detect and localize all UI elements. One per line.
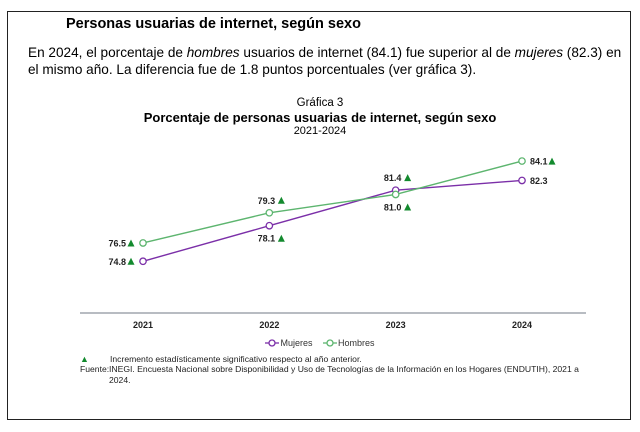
source-text-b: ), 2021 a 2024. [109, 364, 579, 385]
data-label-hombres: 76.5 [108, 238, 126, 248]
data-label-hombres: 81.0 [384, 202, 402, 212]
x-tick-label: 2024 [512, 320, 532, 330]
para-text-3: (82.3) en el mismo año. La diferencia fu… [28, 45, 622, 77]
data-point-hombres [139, 239, 147, 247]
content-frame [7, 11, 631, 420]
legend-marker-mujeres-icon [265, 339, 280, 347]
para-emphasis-mujeres: mujeres [514, 45, 564, 60]
data-label-mujeres: 81.4 [384, 173, 402, 183]
source-abbr: ENDUTIH [506, 364, 545, 374]
significance-marker-icon [277, 234, 285, 242]
para-text-1: En 2024, el porcentaje de [28, 45, 187, 60]
legend-item-mujeres: Mujeres [265, 338, 312, 348]
data-label-mujeres: 82.3 [530, 176, 548, 186]
chart-subtitle: 2021-2024 [293, 125, 347, 137]
chart-legend: Mujeres Hombres [0, 338, 640, 349]
data-point-hombres [265, 208, 274, 217]
data-label-mujeres: 78.1 [258, 234, 276, 244]
data-label-hombres: 79.3 [258, 196, 276, 206]
source-text: INEGI. Encuesta Nacional sobre Disponibi… [80, 364, 600, 386]
data-point-mujeres [518, 176, 526, 185]
para-text-2: usuarios de internet (84.1) fue superior… [239, 45, 515, 60]
legend-label-hombres: Hombres [338, 338, 375, 348]
data-label-hombres: 84.1 [530, 157, 548, 167]
chart-caption: Gráfica 3 [296, 97, 344, 109]
x-tick-label: 2022 [259, 320, 279, 330]
source-org: INEGI [109, 364, 133, 374]
x-tick-label: 2021 [133, 320, 153, 330]
significance-triangle-icon: ▲ [80, 354, 89, 364]
significance-marker-icon [404, 203, 412, 211]
data-point-mujeres [139, 257, 147, 266]
summary-paragraph: En 2024, el porcentaje de hombres usuari… [28, 44, 628, 78]
legend-label-mujeres: Mujeres [280, 338, 313, 348]
x-tick-label: 2023 [386, 320, 406, 330]
section-title: Personas usuarias de internet, según sex… [66, 16, 361, 32]
significance-note: ▲ Incremento estadísticamente significati… [80, 354, 362, 364]
data-point-hombres [518, 157, 526, 165]
chart-title: Porcentaje de personas usuarias de inter… [143, 110, 497, 125]
significance-marker-icon [548, 157, 556, 165]
source-label: Fuente: [80, 364, 110, 374]
para-emphasis-hombres: hombres [186, 45, 240, 60]
source-note: Fuente: INEGI. Encuesta Nacional sobre D… [80, 364, 600, 386]
series-line-mujeres [142, 179, 523, 262]
legend-marker-hombres-icon [323, 339, 337, 347]
series-line-hombres [142, 160, 523, 244]
data-point-mujeres [265, 221, 274, 230]
source-text-a: . Encuesta Nacional sobre Disponibilidad… [132, 364, 507, 374]
significance-marker-icon [404, 174, 412, 182]
data-point-hombres [391, 190, 400, 199]
significance-marker-icon [127, 257, 135, 265]
data-label-mujeres: 74.8 [108, 257, 126, 267]
legend-item-hombres: Hombres [323, 338, 375, 348]
significance-marker-icon [127, 239, 135, 247]
significance-note-text: Incremento estadísticamente significativ… [110, 354, 362, 364]
significance-marker-icon [277, 196, 285, 204]
